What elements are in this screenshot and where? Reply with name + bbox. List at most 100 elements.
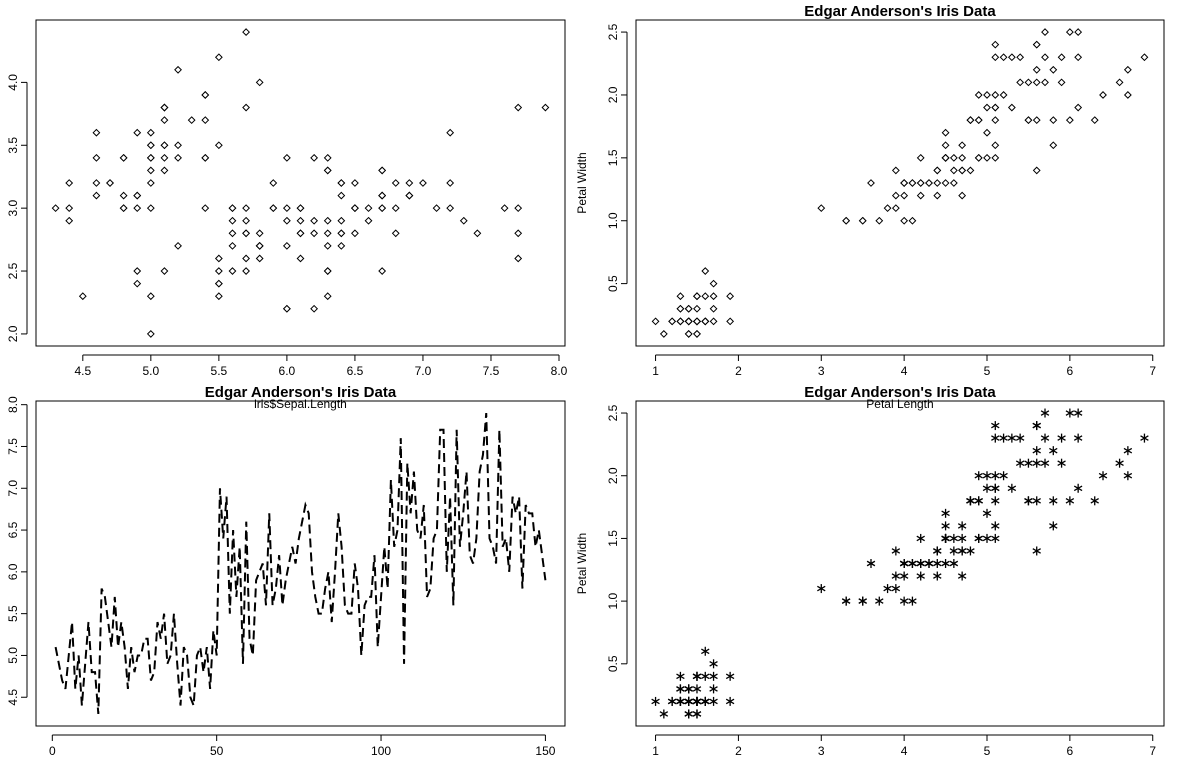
data-point [255, 241, 264, 250]
data-point [419, 179, 427, 187]
plot-frame [35, 19, 566, 347]
data-point [255, 229, 264, 238]
y-tick-label: 4.0 [6, 74, 20, 91]
data-point [693, 317, 701, 326]
data-point [201, 116, 210, 125]
data-point [726, 292, 735, 301]
data-point [916, 179, 925, 187]
data-point [282, 241, 291, 250]
data-point [160, 103, 169, 112]
plot-frame [35, 400, 566, 727]
data-point [908, 596, 917, 606]
data-point [983, 128, 991, 137]
data-point [160, 153, 169, 162]
x-tick-label: 1 [652, 364, 659, 378]
data-point [693, 292, 701, 301]
x-tick-label: 100 [371, 744, 391, 758]
data-point [296, 229, 305, 238]
data-point [296, 216, 305, 225]
data-point [1032, 421, 1041, 431]
y-tick-label: 8.0 [6, 396, 20, 413]
data-point [323, 267, 332, 275]
data-point [106, 179, 114, 187]
data-point [1032, 496, 1041, 506]
data-point [676, 317, 685, 326]
data-point [991, 141, 1000, 150]
data-point [991, 533, 1000, 543]
data-point [709, 317, 718, 326]
data-point [1074, 53, 1083, 62]
data-point [684, 696, 693, 706]
data-point [941, 179, 950, 187]
data-point [908, 216, 917, 225]
data-point [1032, 546, 1041, 556]
data-point [999, 91, 1008, 99]
chart-subtitle: iris$Sepal.Length [254, 397, 347, 411]
data-point [941, 508, 950, 518]
data-point [133, 191, 142, 200]
data-point [133, 204, 142, 213]
data-point [378, 204, 387, 213]
data-point [282, 216, 291, 225]
data-point [1057, 78, 1066, 87]
x-tick-label: 7.0 [415, 364, 432, 378]
data-point [514, 204, 523, 213]
y-tick-label: 6.0 [6, 563, 20, 580]
data-point [242, 229, 250, 238]
data-point [692, 696, 702, 706]
x-tick-label: 150 [535, 744, 555, 758]
data-point [875, 216, 884, 225]
data-point [982, 533, 992, 543]
data-point [1065, 116, 1074, 125]
y-tick-label: 1.5 [606, 149, 620, 166]
data-point [1032, 78, 1041, 87]
data-point [957, 546, 967, 556]
chart-subtitle: Petal Length [866, 397, 933, 411]
data-point [684, 709, 693, 719]
data-point [146, 179, 155, 187]
data-point [966, 546, 975, 556]
data-point [701, 696, 710, 706]
data-point [933, 179, 942, 187]
data-point [991, 116, 1000, 125]
x-tick-label: 6.0 [279, 364, 296, 378]
data-point [991, 521, 1000, 531]
data-point [1015, 458, 1025, 468]
data-point [991, 153, 1000, 162]
data-point [1032, 65, 1041, 74]
data-point [1115, 78, 1124, 87]
data-point [949, 559, 959, 568]
data-point [891, 166, 900, 175]
data-point [875, 596, 884, 606]
data-point [725, 671, 735, 681]
data-point [858, 596, 867, 606]
data-point [160, 166, 169, 175]
y-tick-label: 2.0 [606, 467, 620, 484]
data-point [726, 317, 735, 326]
data-point [296, 254, 305, 263]
data-point [916, 571, 925, 581]
data-point [1090, 116, 1099, 125]
data-point [1099, 91, 1107, 99]
x-tick-label: 5.0 [142, 364, 159, 378]
data-point [364, 204, 373, 213]
data-point [941, 153, 950, 162]
data-point [651, 317, 660, 326]
y-tick-label: 6.5 [6, 521, 20, 538]
data-point [983, 153, 991, 162]
data-point [991, 433, 1000, 443]
data-point [684, 684, 693, 694]
data-point [900, 216, 909, 225]
data-point [908, 559, 917, 568]
x-tick-label: 5 [984, 744, 991, 758]
data-point [378, 267, 387, 275]
data-point [214, 279, 223, 288]
data-point [1032, 166, 1041, 175]
data-point [146, 128, 155, 137]
data-point [1041, 28, 1049, 36]
data-point [1057, 53, 1066, 62]
data-point [982, 508, 992, 518]
data-point [214, 254, 223, 263]
data-point [916, 533, 925, 543]
data-point [1049, 116, 1058, 125]
